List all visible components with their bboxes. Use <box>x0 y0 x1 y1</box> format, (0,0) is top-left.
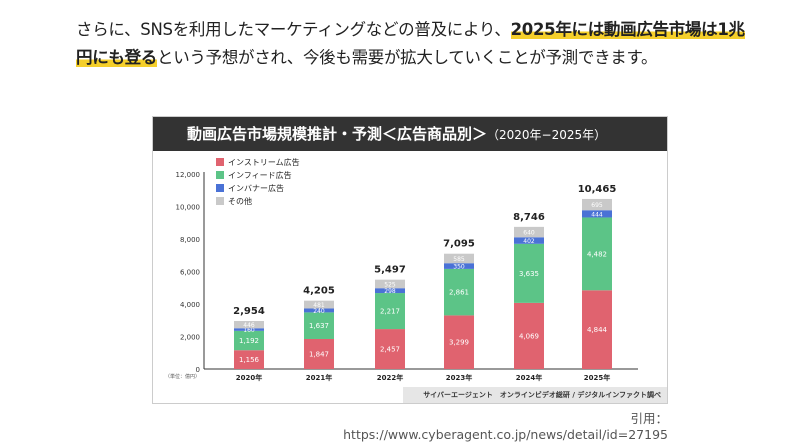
bar-segment <box>375 293 405 330</box>
data-label: 481 <box>313 302 325 309</box>
legend-label: インストリーム広告 <box>228 157 300 167</box>
data-label: 2,457 <box>380 346 400 354</box>
data-label: 695 <box>591 202 603 209</box>
x-tick-label: 2022年 <box>377 373 403 382</box>
bar-segment <box>582 290 612 369</box>
bar-segment <box>234 320 264 329</box>
data-label: 1,847 <box>309 350 329 358</box>
chart-source: サイバーエージェント オンラインビデオ総研 / デジタルインファクト調べ <box>403 387 667 403</box>
legend-swatch <box>216 171 224 179</box>
bar-segment <box>514 243 544 303</box>
data-label: 4,482 <box>587 250 607 258</box>
chart-figure: 動画広告市場規模推計・予測＜広告商品別＞（2020年−2025年） 0 2,000… <box>152 116 668 404</box>
x-tick-label: 2020年 <box>236 373 262 382</box>
y-tick-label: 2,000 <box>180 334 200 342</box>
data-label: 3,635 <box>519 270 539 278</box>
data-label: 585 <box>453 256 465 263</box>
data-label: 402 <box>523 238 535 245</box>
bar-segment <box>375 288 405 294</box>
legend-label: その他 <box>228 196 252 206</box>
bar-segment <box>304 312 334 339</box>
data-label: 4,844 <box>587 326 608 334</box>
unit-label: （単位：億円） <box>165 373 200 380</box>
data-label: 1,156 <box>239 356 260 364</box>
bar-segment <box>444 268 474 316</box>
data-label: 640 <box>523 230 535 237</box>
bar-segment <box>304 300 334 309</box>
chart-svg: 0 2,000 4,000 6,000 8,000 10,000 12,000 （単位：億円）… <box>165 157 638 382</box>
bar-segment <box>375 329 405 369</box>
paragraph-text: さらに、SNSを利用したマーケティングなどの普及により、 <box>76 20 511 39</box>
data-label: 446 <box>243 322 255 329</box>
x-tick-label: 2025年 <box>584 373 610 382</box>
total-label: 5,497 <box>374 265 406 276</box>
data-label: 525 <box>384 281 396 288</box>
legend-swatch <box>216 184 224 192</box>
x-tick-label: 2023年 <box>446 373 472 382</box>
bar-segment <box>514 226 544 238</box>
total-label: 2,954 <box>233 306 265 317</box>
total-label: 10,465 <box>578 184 617 195</box>
data-label: 298 <box>384 288 396 295</box>
data-label: 4,069 <box>519 332 539 340</box>
legend-label: インバナー広告 <box>228 183 284 193</box>
legend-label: インフィード広告 <box>228 170 292 180</box>
total-label: 8,746 <box>513 212 545 223</box>
bar-segment <box>234 328 264 331</box>
y-tick-label: 8,000 <box>180 236 200 244</box>
paragraph-text-end: という予想がされ、今後も需要が拡大していくことが予測できます。 <box>157 48 658 67</box>
bar-segment <box>304 308 334 313</box>
data-label: 2,861 <box>449 289 469 297</box>
legend-swatch <box>216 197 224 205</box>
total-label: 7,095 <box>443 239 475 250</box>
y-tick-label: 6,000 <box>180 269 200 277</box>
total-label: 4,205 <box>303 286 335 297</box>
bar-segment <box>375 279 405 289</box>
bar-segment <box>582 217 612 291</box>
bar-segment <box>582 198 612 211</box>
data-label: 3,299 <box>449 339 469 347</box>
citation-text: 引用：https://www.cyberagent.co.jp/news/det… <box>343 411 668 442</box>
bar-segment <box>582 210 612 218</box>
intro-paragraph: さらに、SNSを利用したマーケティングなどの普及により、2025年には動画広告市… <box>76 16 746 72</box>
data-label: 240 <box>313 308 325 315</box>
bar-segment <box>444 263 474 269</box>
data-label: 444 <box>591 211 603 218</box>
data-label: 350 <box>453 264 465 271</box>
y-tick-label: 4,000 <box>180 301 200 309</box>
y-tick-label: 0 <box>196 366 200 374</box>
chart-subtitle: （2020年−2025年） <box>487 128 607 142</box>
chart-title-bar: 動画広告市場規模推計・予測＜広告商品別＞（2020年−2025年） <box>153 117 667 151</box>
bar-segment <box>514 237 544 244</box>
bar-segment <box>444 253 474 264</box>
chart-title: 動画広告市場規模推計・予測＜広告商品別＞ <box>187 125 488 143</box>
bar-segment <box>234 350 264 369</box>
y-tick-label: 10,000 <box>176 204 201 212</box>
data-label: 1,192 <box>239 337 259 345</box>
x-tick-label: 2024年 <box>516 373 542 382</box>
data-label: 1,637 <box>309 322 329 330</box>
bar-segment <box>234 330 264 351</box>
data-label: 2,217 <box>380 308 400 316</box>
legend-swatch <box>216 158 224 166</box>
x-tick-label: 2021年 <box>306 373 332 382</box>
y-tick-label: 12,000 <box>176 171 201 179</box>
bar-segment <box>514 302 544 369</box>
data-label: 160 <box>243 327 255 334</box>
bar-segment <box>304 338 334 369</box>
bar-segment <box>444 315 474 369</box>
